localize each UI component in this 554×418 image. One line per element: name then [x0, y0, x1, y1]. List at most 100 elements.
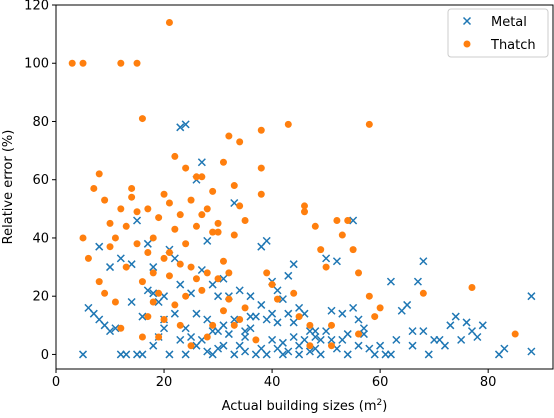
thatch-point [257, 190, 265, 198]
y-axis-label: Relative error (%) [1, 130, 16, 245]
thatch-point [133, 59, 141, 67]
metal-point [284, 309, 293, 318]
thatch-point [101, 289, 109, 297]
thatch-point [149, 298, 157, 306]
thatch-point [219, 158, 227, 166]
thatch-point [155, 333, 163, 341]
metal-point [473, 332, 482, 341]
metal-point [289, 318, 298, 327]
thatch-point [328, 321, 336, 329]
metal-point [165, 350, 174, 359]
thatch-point [155, 214, 163, 222]
thatch-point [144, 205, 152, 213]
metal-point [527, 347, 536, 356]
metal-point [176, 280, 185, 289]
thatch-point [419, 289, 427, 297]
metal-point [214, 344, 223, 353]
thatch-point [128, 184, 136, 192]
metal-point [105, 327, 115, 336]
thatch-point [138, 278, 146, 286]
metal-point [403, 300, 412, 309]
x-axis-label-main: Actual building sizes (m [222, 399, 377, 413]
thatch-point [225, 269, 233, 277]
y-axis-ticks: 0 20 40 60 80 100 120 [24, 0, 56, 363]
points-layer [68, 18, 536, 359]
metal-point [262, 236, 271, 245]
thatch-point [203, 269, 211, 277]
thatch-point [171, 301, 179, 309]
legend-marker-metal [462, 16, 472, 26]
thatch-point [165, 18, 173, 26]
metal-point [122, 350, 131, 359]
metal-point [78, 350, 88, 359]
thatch-point [106, 219, 114, 227]
thatch-point [160, 254, 168, 262]
thatch-point [90, 184, 98, 192]
thatch-point [511, 330, 519, 338]
thatch-point [198, 173, 206, 181]
x-tick-label: 80 [480, 375, 497, 390]
y-tick-label: 20 [32, 290, 49, 305]
metal-point [95, 242, 104, 251]
metal-point [338, 309, 347, 318]
y-tick-label: 100 [24, 57, 49, 72]
thatch-point [155, 289, 163, 297]
thatch-point [133, 240, 141, 248]
thatch-point [111, 234, 119, 242]
thatch-point [117, 324, 125, 332]
thatch-point [122, 263, 130, 271]
metal-point [386, 350, 395, 359]
thatch-point [144, 313, 152, 321]
metal-point [322, 254, 331, 263]
thatch-point [182, 292, 190, 300]
thatch-point [236, 202, 244, 210]
thatch-point [187, 342, 195, 350]
thatch-point [192, 222, 200, 230]
thatch-point [209, 187, 217, 195]
metal-point [316, 350, 325, 359]
metal-point [278, 338, 287, 347]
series-thatch [68, 18, 519, 350]
thatch-point [68, 59, 76, 67]
thatch-point [160, 190, 168, 198]
metal-point [170, 254, 179, 263]
thatch-point [106, 243, 114, 251]
metal-point [392, 335, 401, 344]
legend: Metal Thatch [447, 8, 549, 58]
metal-point [203, 347, 212, 356]
metal-point [322, 327, 331, 336]
x-tick-label: 40 [264, 375, 281, 390]
thatch-point [95, 278, 103, 286]
metal-point [273, 318, 282, 327]
thatch-point [365, 292, 373, 300]
metal-point [241, 347, 250, 356]
thatch-point [149, 234, 157, 242]
thatch-point [138, 333, 146, 341]
metal-point [246, 324, 255, 333]
thatch-point [192, 275, 200, 283]
metal-point [419, 327, 428, 336]
metal-point [105, 263, 115, 272]
thatch-point [284, 120, 292, 128]
metal-point [376, 341, 385, 350]
metal-point [230, 315, 239, 324]
thatch-point [160, 315, 168, 323]
metal-point [176, 123, 185, 132]
metal-point [327, 335, 336, 344]
legend-marker-thatch [463, 40, 471, 48]
y-tick-label: 80 [32, 115, 49, 130]
metal-point [311, 327, 320, 336]
thatch-point [95, 170, 103, 178]
x-axis-ticks: 0 20 40 60 80 [52, 369, 497, 390]
thatch-point [84, 254, 92, 262]
metal-point [268, 309, 277, 318]
metal-point [181, 120, 190, 129]
metal-point [241, 327, 250, 336]
metal-point [424, 350, 433, 359]
thatch-point [338, 231, 346, 239]
metal-point [305, 347, 314, 356]
thatch-point [349, 246, 357, 254]
metal-point [149, 289, 158, 298]
metal-point [278, 350, 287, 359]
metal-point [219, 341, 228, 350]
